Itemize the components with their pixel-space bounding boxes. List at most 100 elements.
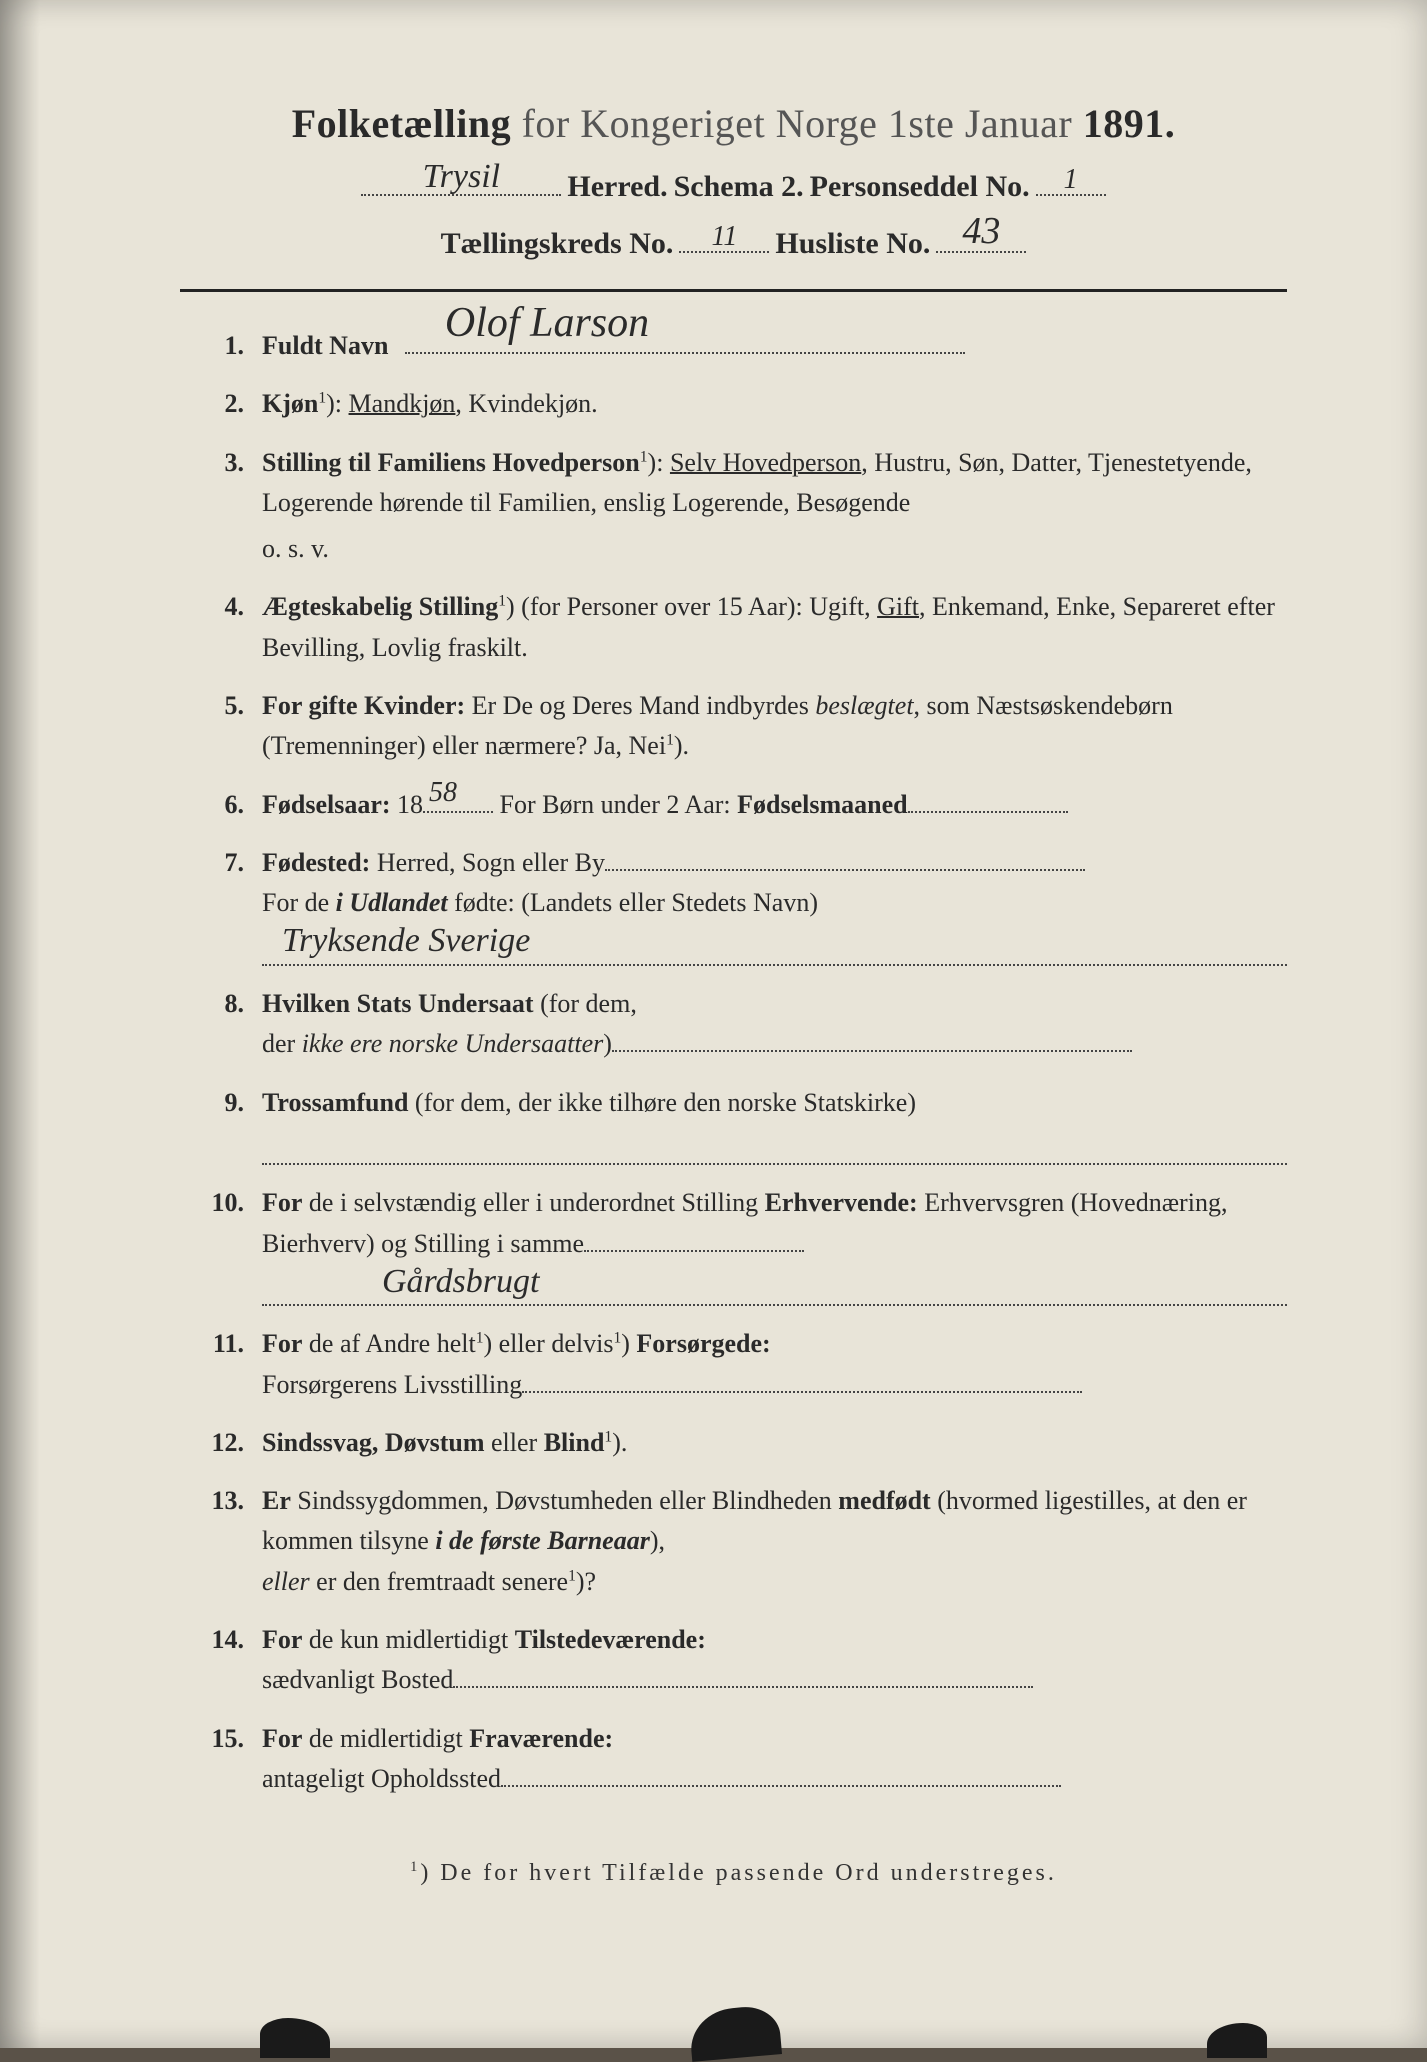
item-num: 12. [180, 1423, 262, 1463]
item-num: 10. [180, 1183, 262, 1306]
item-15: 15. For de midlertidigt Fraværende: anta… [180, 1719, 1287, 1800]
l2: er den fremtraadt senere [310, 1567, 568, 1596]
item-num: 2. [180, 384, 262, 424]
title-word-3: Kongeriget Norge 1ste Januar [580, 101, 1072, 146]
occ-value: Gårdsbrugt [382, 1256, 539, 1309]
item-label: Er [262, 1486, 291, 1515]
sup: 1 [568, 1567, 576, 1584]
item-body: For de kun midlertidigt Tilstedeværende:… [262, 1620, 1287, 1701]
sup: 1 [498, 593, 506, 610]
kreds-label: Tællingskreds No. [441, 227, 674, 261]
item-label: For [262, 1329, 302, 1358]
title-word-2: for [511, 101, 580, 146]
line2: sædvanligt Bosted [262, 1660, 1287, 1700]
footnote: 1) De for hvert Tilfælde passende Ord un… [180, 1859, 1287, 1887]
name-field: Olof Larson [405, 352, 965, 354]
herred-value: Trysil [423, 158, 500, 196]
item-9: 9. Trossamfund (for dem, der ikke tilhør… [180, 1083, 1287, 1166]
txt2: ). [612, 1428, 627, 1457]
label2: Blind [544, 1428, 605, 1457]
item-num: 1. [180, 326, 262, 366]
item-body: Stilling til Familiens Hovedperson1): Se… [262, 443, 1287, 570]
item-num: 6. [180, 785, 262, 825]
osv: o. s. v. [262, 529, 1287, 569]
religion-field [262, 1127, 1287, 1165]
txt: ): [648, 448, 670, 477]
husliste-value: 43 [962, 209, 1000, 253]
person-value: 1 [1064, 164, 1078, 196]
txt: Herred, Sogn eller By [370, 848, 605, 877]
item-11: 11. For de af Andre helt1) eller delvis1… [180, 1324, 1287, 1405]
sup: 1 [640, 448, 648, 465]
opt-underlined: Selv Hovedperson [670, 448, 861, 477]
header-rule [180, 289, 1287, 292]
page-tear [1207, 2023, 1267, 2058]
item-body: Sindssvag, Døvstum eller Blind1). [262, 1423, 1287, 1463]
item-body: Hvilken Stats Undersaat (for dem, der ik… [262, 984, 1287, 1065]
line2: antageligt Opholdssted [262, 1759, 1287, 1799]
item-2: 2. Kjøn1): Mandkjøn, Kvindekjøn. [180, 384, 1287, 424]
item-label: Hvilken Stats Undersaat [262, 989, 534, 1018]
l2a: For de [262, 888, 336, 917]
month-field [908, 811, 1068, 813]
place-field [605, 869, 1085, 871]
txt: Sindssygdommen, Døvstumheden eller Blind… [291, 1486, 838, 1515]
item-body: For gifte Kvinder: Er De og Deres Mand i… [262, 686, 1287, 767]
item-label: For [262, 1188, 302, 1217]
txt2: ) eller delvis [483, 1329, 613, 1358]
txt: (for dem, [534, 989, 637, 1018]
year-field: 58 [423, 811, 493, 813]
it: ikke ere norske Undersaatter [302, 1029, 604, 1058]
item-1: 1. Fuldt Navn Olof Larson [180, 326, 1287, 366]
item-num: 9. [180, 1083, 262, 1166]
txt: de af Andre helt [302, 1329, 475, 1358]
husliste-label: Husliste No. [775, 227, 930, 261]
opt2: , Kvindekjøn. [455, 389, 597, 418]
pre: 18 [391, 790, 424, 819]
item-body: Fødselsaar: 1858 For Børn under 2 Aar: F… [262, 785, 1287, 825]
item-num: 5. [180, 686, 262, 767]
census-form-page: Folketælling for Kongeriget Norge 1ste J… [0, 0, 1427, 2048]
item-label: Fuldt Navn [262, 331, 388, 360]
title-word-1: Folketælling [292, 101, 511, 146]
item-6: 6. Fødselsaar: 1858 For Børn under 2 Aar… [180, 785, 1287, 825]
person-label: Personseddel No. [810, 170, 1030, 204]
txt4: )? [576, 1567, 596, 1596]
label2: Erhvervende: [765, 1188, 918, 1217]
name-value: Olof Larson [445, 291, 649, 356]
fn-sup: 1 [410, 1859, 420, 1875]
item-num: 4. [180, 587, 262, 668]
item-3: 3. Stilling til Familiens Hovedperson1):… [180, 443, 1287, 570]
txt: (for dem, der ikke tilhøre den norske St… [408, 1088, 916, 1117]
page-tear [688, 2004, 782, 2062]
b2: medfødt [838, 1486, 930, 1515]
item-4: 4. Ægteskabelig Stilling1) (for Personer… [180, 587, 1287, 668]
schema-label: Schema 2. [674, 170, 804, 204]
l2: sædvanligt Bosted [262, 1665, 453, 1694]
husliste-field: 43 [936, 218, 1026, 253]
item-label: Fødested: [262, 848, 370, 877]
item-body: Trossamfund (for dem, der ikke tilhøre d… [262, 1083, 1287, 1166]
item-label: Kjøn [262, 389, 318, 418]
line2: der ikke ere norske Undersaatter) [262, 1024, 1287, 1064]
item-num: 14. [180, 1620, 262, 1701]
item-label: For [262, 1625, 302, 1654]
item-label: Ægteskabelig Stilling [262, 592, 498, 621]
item-body: Ægteskabelig Stilling1) (for Personer ov… [262, 587, 1287, 668]
title-year: 1891. [1072, 101, 1175, 146]
txt: de midlertidigt [302, 1724, 469, 1753]
item-num: 8. [180, 984, 262, 1065]
txt: ) (for Personer over 15 Aar): Ugift, [506, 592, 877, 621]
item-label: Sindssvag, Døvstum [262, 1428, 485, 1457]
txt: de i selvstændig eller i underordnet Sti… [302, 1188, 764, 1217]
it: beslægtet [815, 691, 913, 720]
kreds-field: 11 [679, 218, 769, 253]
item-num: 7. [180, 843, 262, 966]
txt2: ) [603, 1029, 612, 1058]
l2it: i Udlandet [336, 888, 448, 917]
label2: Forsørgede: [636, 1329, 770, 1358]
l2b: fødte: (Landets eller Stedets Navn) [448, 888, 818, 917]
form-title: Folketælling for Kongeriget Norge 1ste J… [180, 100, 1287, 147]
item-7: 7. Fødested: Herred, Sogn eller By For d… [180, 843, 1287, 966]
opt-underlined: Gift [877, 592, 919, 621]
